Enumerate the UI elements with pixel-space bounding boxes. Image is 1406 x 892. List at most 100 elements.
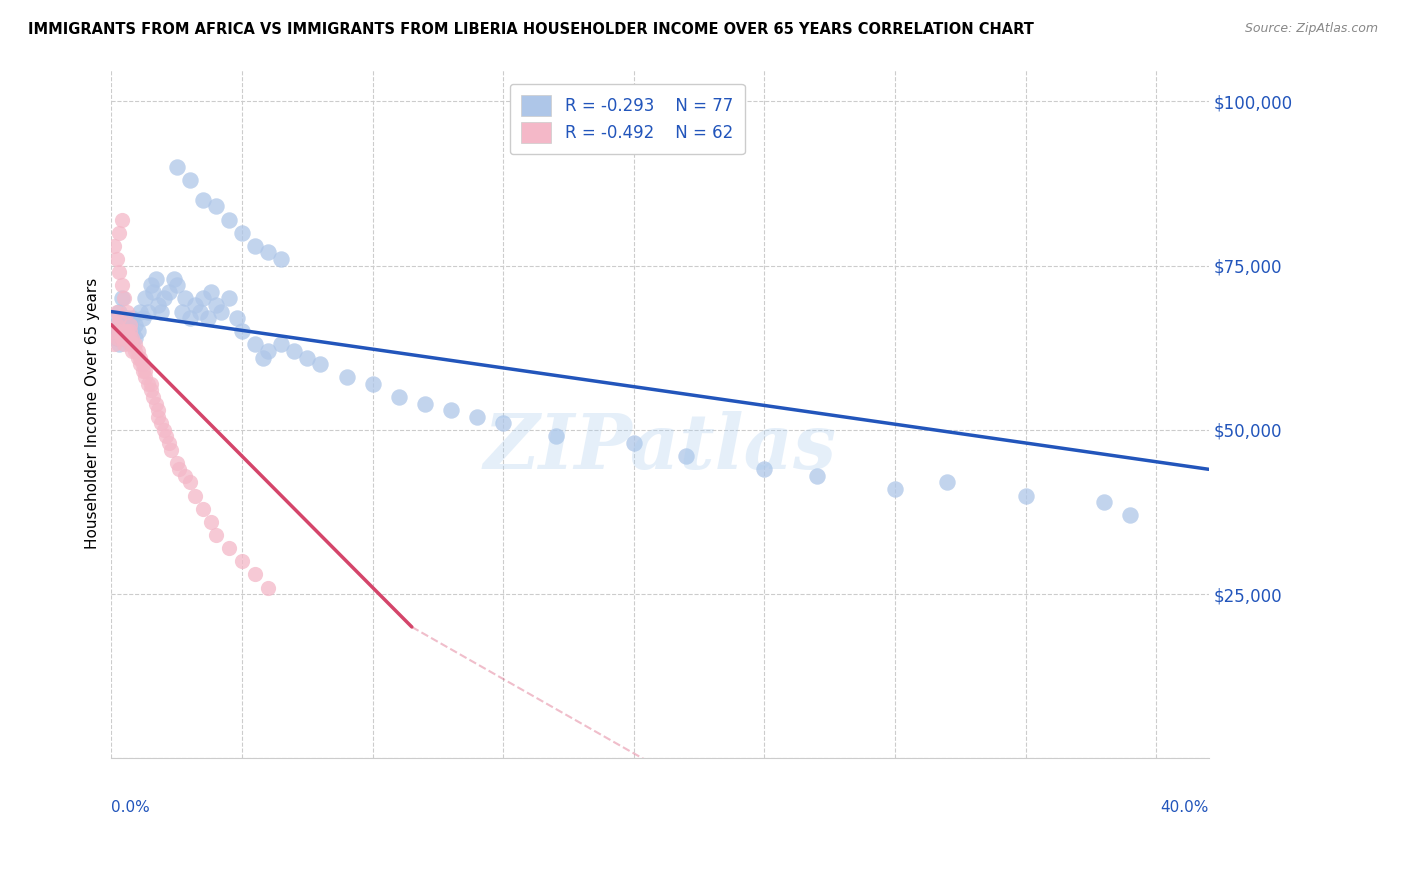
Point — [105, 252, 128, 266]
Y-axis label: Householder Income Over 65 years: Householder Income Over 65 years — [86, 277, 100, 549]
Point — [103, 324, 125, 338]
Point — [191, 193, 214, 207]
Point — [160, 442, 183, 457]
Point — [413, 396, 436, 410]
Text: 40.0%: 40.0% — [1160, 800, 1209, 814]
Point — [105, 331, 128, 345]
Point — [111, 212, 134, 227]
Point — [103, 324, 125, 338]
Point — [163, 272, 186, 286]
Point — [150, 304, 173, 318]
Point — [145, 396, 167, 410]
Point — [623, 436, 645, 450]
Point — [179, 475, 201, 490]
Point — [134, 364, 156, 378]
Point — [145, 272, 167, 286]
Point — [108, 265, 131, 279]
Point — [105, 331, 128, 345]
Point — [132, 311, 155, 326]
Point — [111, 324, 134, 338]
Point — [121, 337, 143, 351]
Point — [121, 324, 143, 338]
Point — [200, 285, 222, 299]
Point — [166, 160, 188, 174]
Point — [139, 384, 162, 398]
Point — [754, 462, 776, 476]
Point — [114, 318, 136, 332]
Point — [115, 304, 138, 318]
Point — [111, 278, 134, 293]
Point — [142, 285, 165, 299]
Point — [440, 403, 463, 417]
Point — [115, 311, 138, 326]
Point — [118, 331, 141, 345]
Point — [118, 318, 141, 332]
Point — [129, 357, 152, 371]
Point — [806, 468, 828, 483]
Point — [218, 292, 240, 306]
Point — [188, 304, 211, 318]
Point — [108, 311, 131, 326]
Point — [465, 409, 488, 424]
Point — [136, 376, 159, 391]
Point — [148, 298, 170, 312]
Point — [191, 501, 214, 516]
Point — [127, 351, 149, 365]
Point — [124, 318, 146, 332]
Point — [218, 212, 240, 227]
Point — [124, 331, 146, 345]
Point — [114, 324, 136, 338]
Point — [157, 285, 180, 299]
Point — [173, 292, 195, 306]
Point — [124, 344, 146, 359]
Point — [205, 199, 228, 213]
Point — [124, 337, 146, 351]
Point — [118, 331, 141, 345]
Point — [132, 364, 155, 378]
Point — [115, 331, 138, 345]
Point — [118, 318, 141, 332]
Point — [139, 376, 162, 391]
Point — [205, 528, 228, 542]
Point — [136, 304, 159, 318]
Point — [118, 324, 141, 338]
Point — [108, 324, 131, 338]
Point — [257, 581, 280, 595]
Point — [127, 324, 149, 338]
Text: IMMIGRANTS FROM AFRICA VS IMMIGRANTS FROM LIBERIA HOUSEHOLDER INCOME OVER 65 YEA: IMMIGRANTS FROM AFRICA VS IMMIGRANTS FRO… — [28, 22, 1033, 37]
Point — [492, 417, 515, 431]
Point — [184, 298, 207, 312]
Point — [148, 403, 170, 417]
Point — [166, 456, 188, 470]
Point — [179, 173, 201, 187]
Point — [270, 337, 292, 351]
Point — [252, 351, 274, 365]
Point — [134, 370, 156, 384]
Point — [1092, 495, 1115, 509]
Point — [114, 331, 136, 345]
Point — [205, 298, 228, 312]
Point — [936, 475, 959, 490]
Point — [309, 357, 332, 371]
Point — [127, 344, 149, 359]
Point — [115, 324, 138, 338]
Point — [105, 311, 128, 326]
Point — [169, 462, 191, 476]
Point — [231, 226, 253, 240]
Point — [108, 304, 131, 318]
Point — [179, 311, 201, 326]
Point — [1015, 489, 1038, 503]
Point — [361, 376, 384, 391]
Point — [270, 252, 292, 266]
Text: Source: ZipAtlas.com: Source: ZipAtlas.com — [1244, 22, 1378, 36]
Point — [121, 344, 143, 359]
Point — [884, 482, 907, 496]
Legend: R = -0.293    N = 77, R = -0.492    N = 62: R = -0.293 N = 77, R = -0.492 N = 62 — [509, 84, 745, 154]
Point — [105, 318, 128, 332]
Point — [675, 449, 697, 463]
Point — [103, 337, 125, 351]
Point — [114, 337, 136, 351]
Point — [152, 292, 174, 306]
Point — [335, 370, 357, 384]
Point — [209, 304, 232, 318]
